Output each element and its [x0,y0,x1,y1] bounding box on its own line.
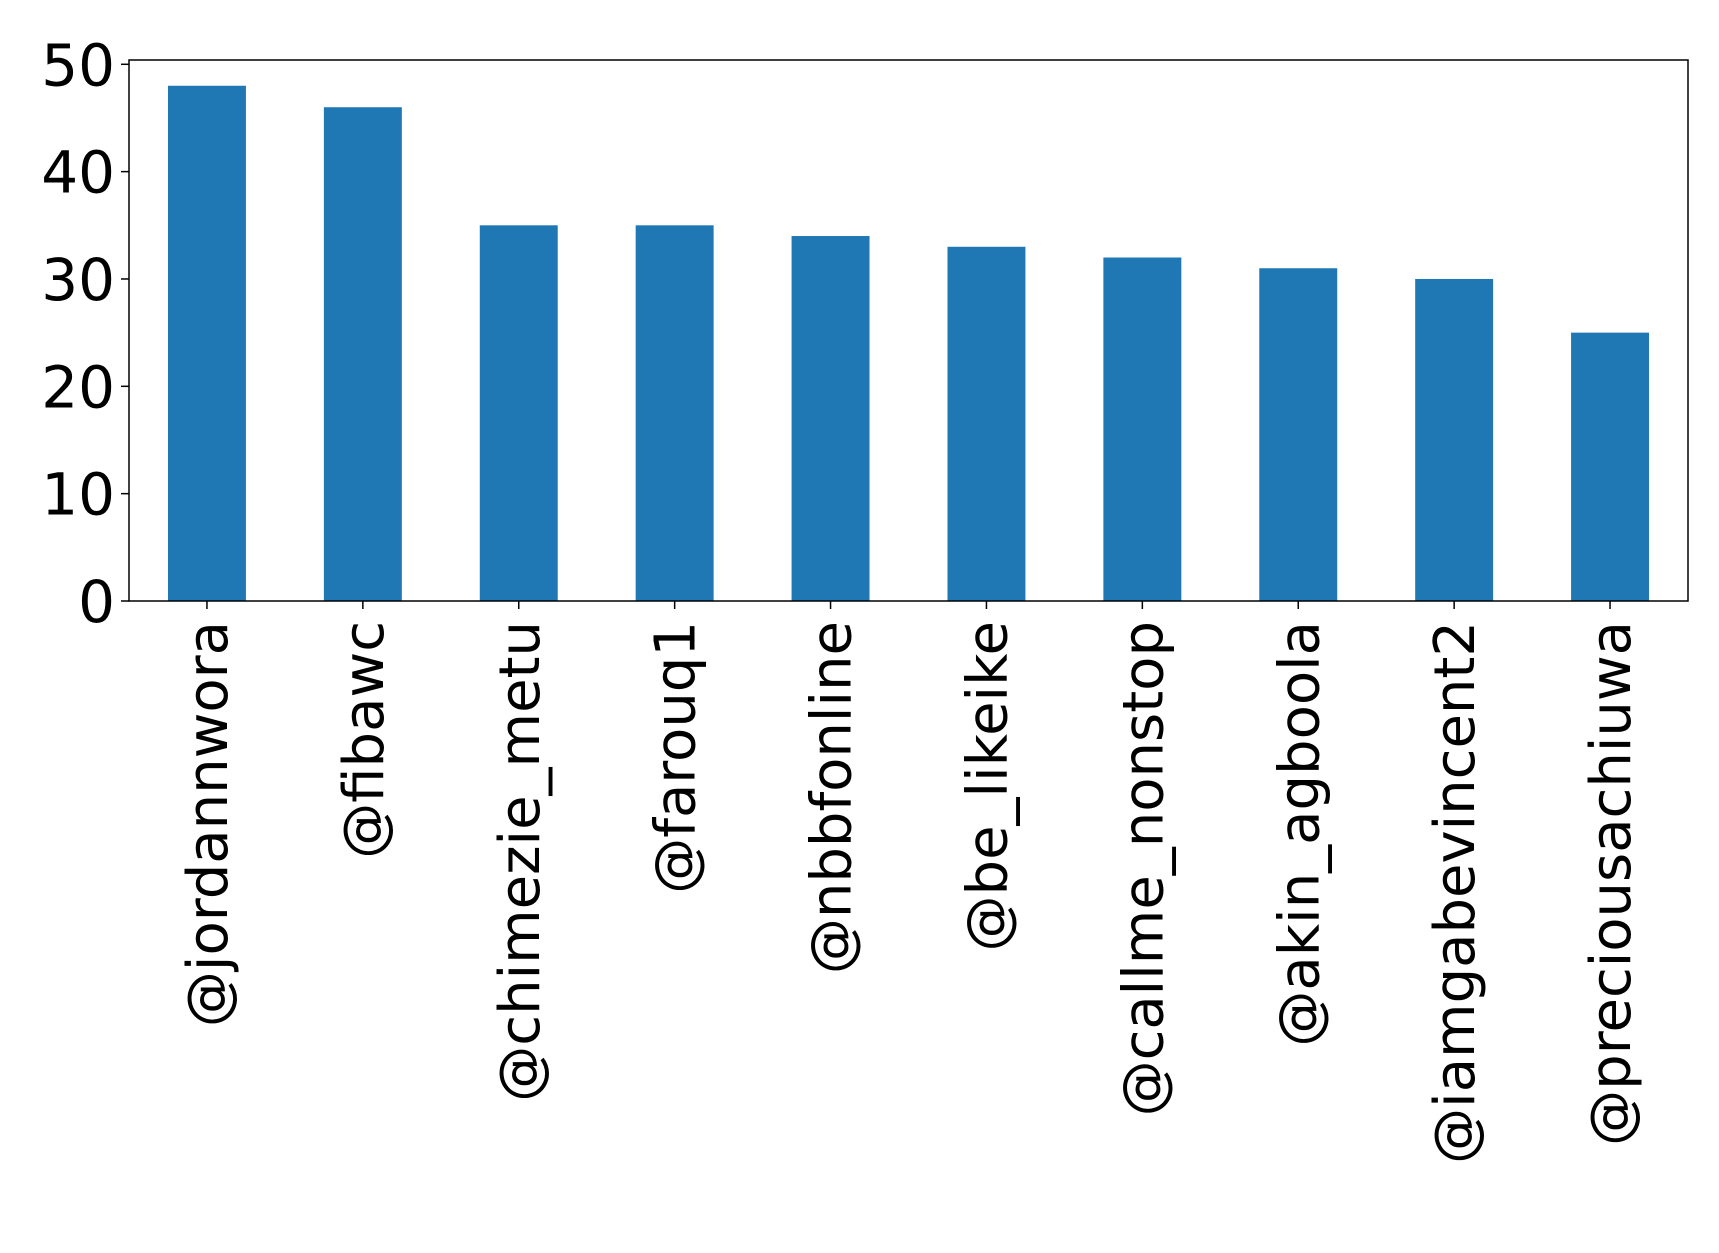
x-tick-label: @jordannwora [176,621,241,1027]
bar-nbbfonline [791,236,870,602]
y-tick-label: 50 [41,31,115,99]
bar-be_likeike [947,246,1026,601]
bar-farouq1 [635,225,714,602]
y-axis: 0 10 20 30 40 50 [41,31,129,636]
bar-chimezie_metu [479,225,558,602]
bar-akin_agboola [1259,268,1338,601]
x-tick-label: @nbbfonline [800,621,865,974]
bar-iamgabevincent2 [1415,278,1494,601]
x-tick-label: @farouq1 [644,621,709,894]
y-tick-label: 0 [78,568,115,636]
y-tick-label: 30 [41,246,115,314]
x-tick-label: @be_likeike [955,621,1020,951]
bar-callme_nonstop [1103,257,1182,601]
x-tick-label: @iamgabevincent2 [1423,621,1488,1164]
x-tick-label: @callme_nonstop [1111,621,1176,1116]
y-tick-label: 20 [41,353,115,421]
x-axis: @jordannwora @fibawc @chimezie_metu @farouq… [176,601,1644,1164]
bar-fibawc [323,107,402,601]
y-tick-label: 10 [41,461,115,529]
x-tick-label: @akin_agboola [1267,621,1332,1047]
bar-jordannwora [167,85,246,601]
bars [167,85,1650,602]
x-tick-label: @fibawc [332,621,397,859]
x-tick-label: @chimezie_metu [488,621,553,1102]
y-tick-label: 40 [41,139,115,207]
x-tick-label: @preciousachiuwa [1579,621,1644,1146]
bar-preciousachiuwa [1571,332,1650,601]
plot-frame [128,59,1689,602]
